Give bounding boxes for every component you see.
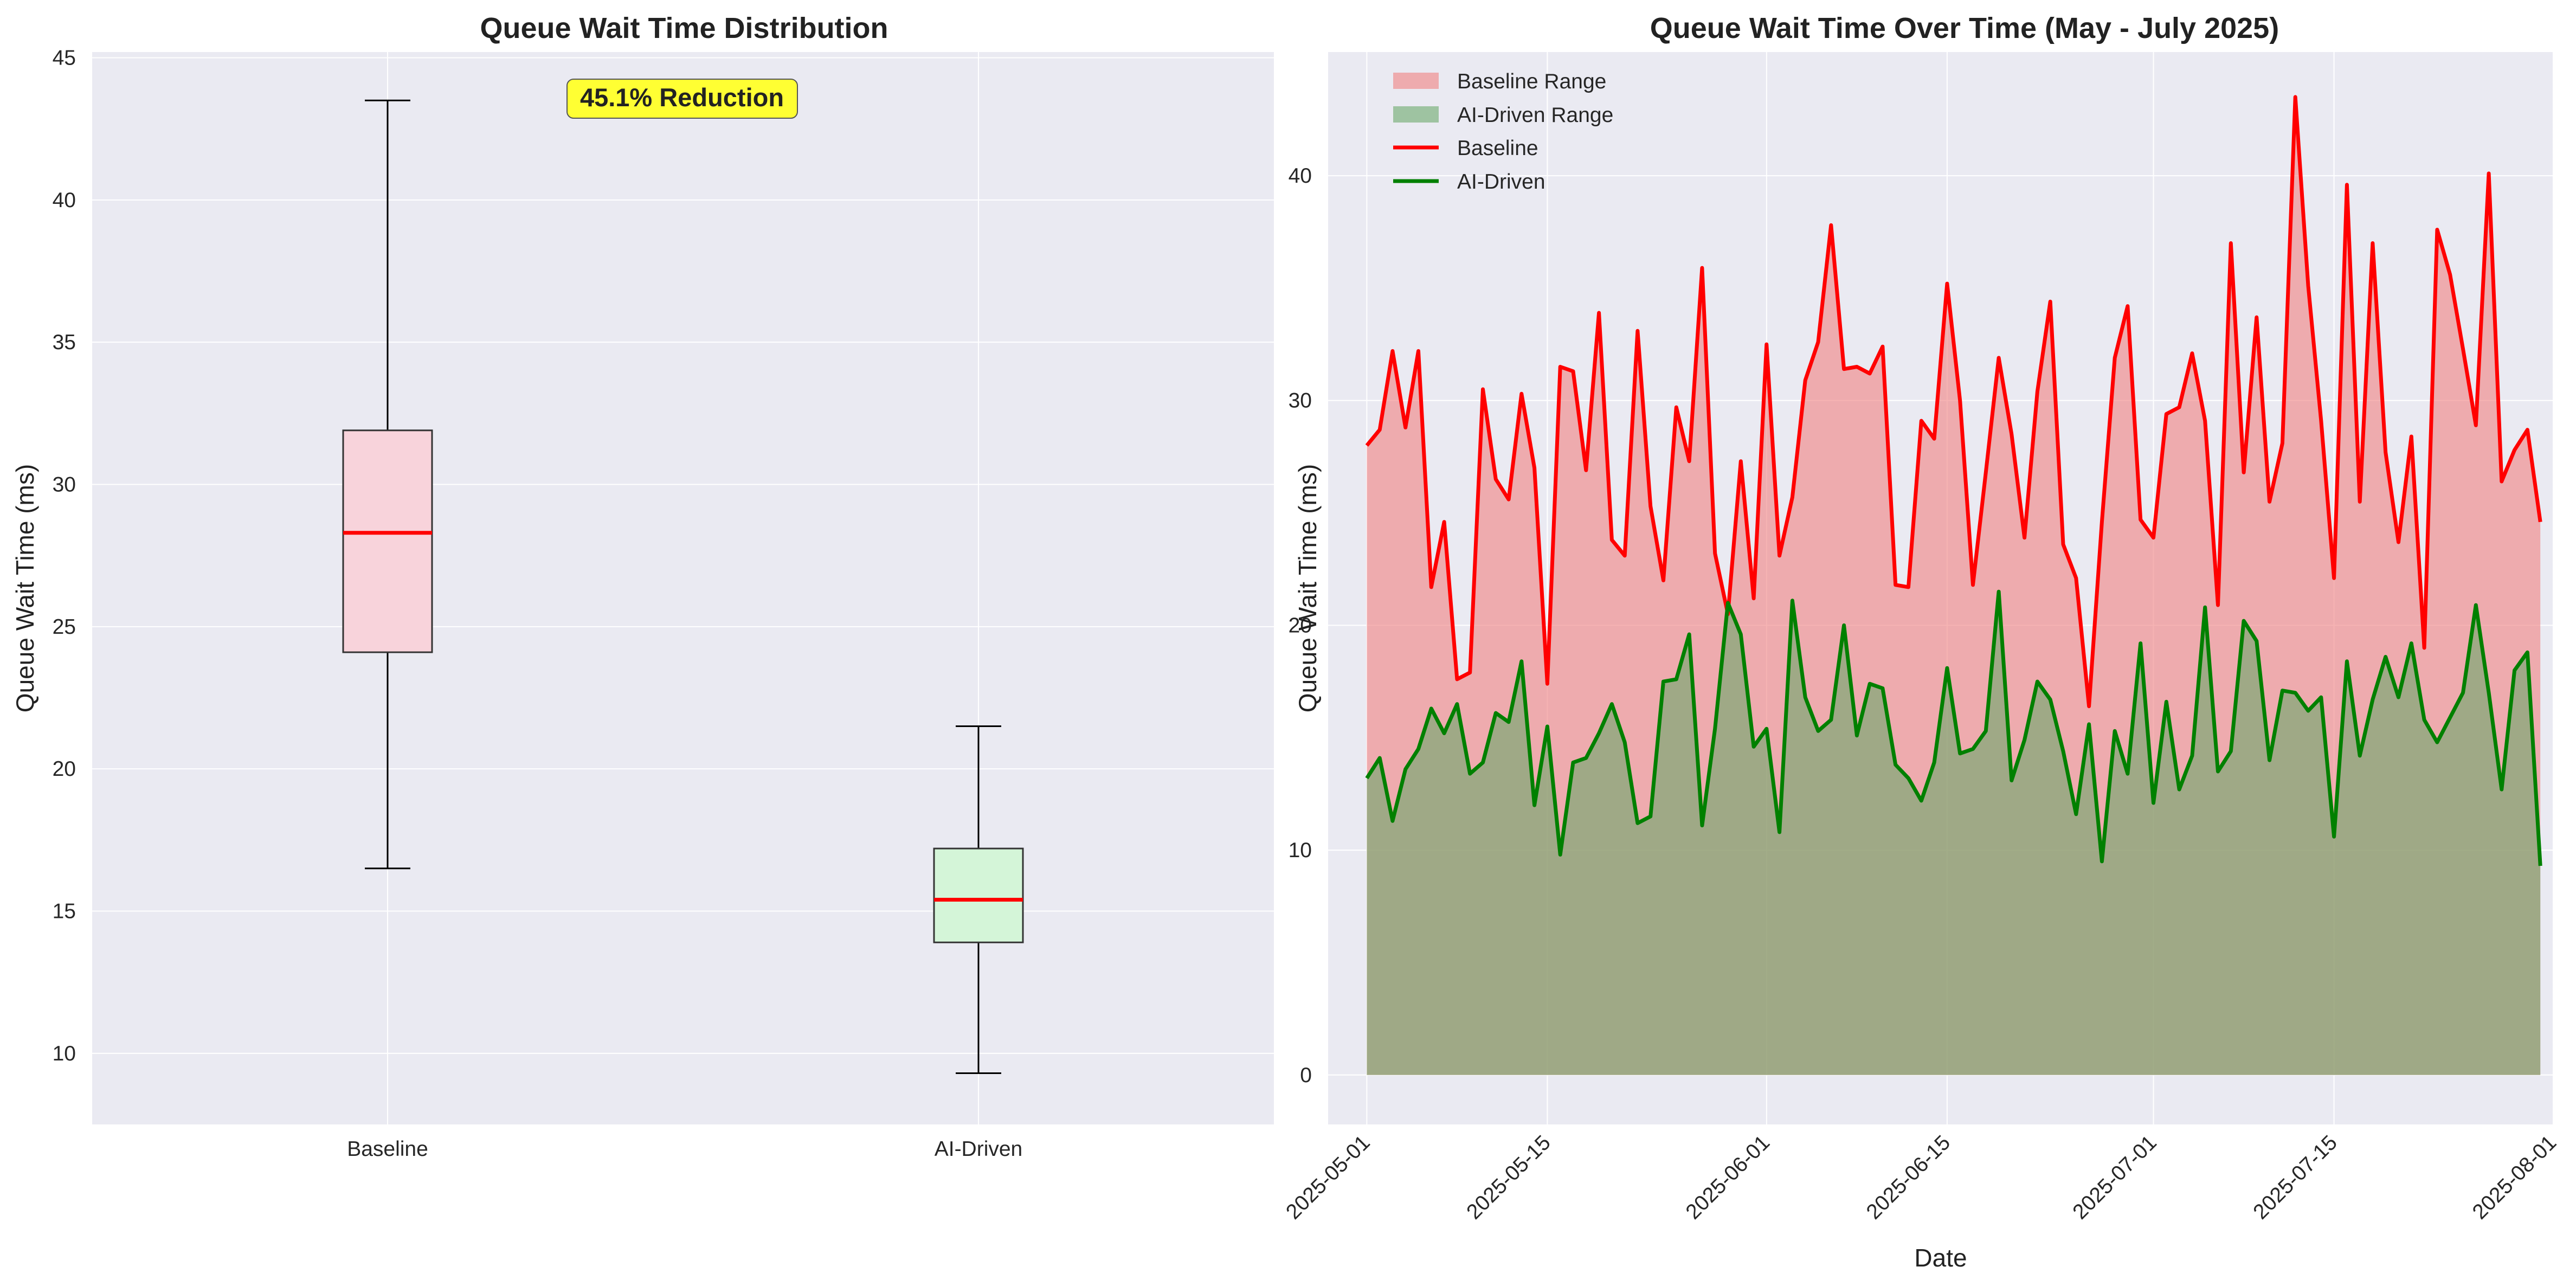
left-x-tick-label: AI-Driven xyxy=(935,1137,1023,1161)
right-y-tick-label: 10 xyxy=(1289,839,1312,862)
left-y-axis-label: Queue Wait Time (ms) xyxy=(11,464,39,712)
right-y-tick-label: 40 xyxy=(1289,164,1312,188)
right-x-tick-label: 2025-06-01 xyxy=(1682,1131,1774,1224)
right-x-ticks: 2025-05-01 2025-05-15 2025-06-01 2025-06-15… xyxy=(1281,1131,2561,1224)
left-y-tick-label: 10 xyxy=(53,1042,76,1065)
annotation-text: 45.1% Reduction xyxy=(580,83,784,112)
right-panel: Queue Wait Time Over Time (May - July 20… xyxy=(1281,12,2561,1272)
area-ai-driven-range xyxy=(1367,591,2541,1075)
left-y-tick-label: 20 xyxy=(53,757,76,781)
right-x-tick-label: 2025-07-01 xyxy=(2068,1131,2161,1224)
legend-swatch-baseline-range xyxy=(1393,73,1439,89)
left-panel: Queue Wait Time Distribution 10 15 20 25 30 3… xyxy=(11,12,1274,1161)
series-line-baseline xyxy=(1365,95,2542,709)
legend-swatch-ai-range xyxy=(1393,106,1439,123)
left-y-tick-label: 25 xyxy=(53,615,76,639)
left-y-tick-label: 35 xyxy=(53,331,76,354)
left-y-tick-label: 15 xyxy=(53,899,76,923)
box-iqr xyxy=(342,429,433,653)
right-x-tick-label: 2025-06-15 xyxy=(1862,1131,1955,1224)
right-lines xyxy=(1365,95,2542,866)
series-line-ai-driven xyxy=(1365,589,2542,866)
legend-label-baseline: Baseline xyxy=(1457,137,1538,160)
reduction-annotation: 45.1% Reduction xyxy=(566,79,798,119)
legend-label-ai-range: AI-Driven Range xyxy=(1457,104,1613,127)
legend-label-ai: AI-Driven xyxy=(1457,170,1545,194)
right-x-tick-label: 2025-05-15 xyxy=(1462,1131,1555,1224)
legend: Baseline Range AI-Driven Range Baseline … xyxy=(1393,70,1613,194)
right-x-tick-label: 2025-07-15 xyxy=(2249,1131,2341,1224)
right-y-tick-label: 20 xyxy=(1289,614,1312,637)
right-title: Queue Wait Time Over Time (May - July 20… xyxy=(1650,12,2279,44)
left-x-tick-label: Baseline xyxy=(347,1137,428,1161)
right-y-tick-label: 30 xyxy=(1289,389,1312,413)
left-x-ticks: Baseline AI-Driven xyxy=(347,1137,1022,1161)
left-title: Queue Wait Time Distribution xyxy=(480,12,888,44)
annotation-box xyxy=(566,79,798,119)
right-x-axis-label: Date xyxy=(1914,1244,1967,1272)
left-y-tick-label: 30 xyxy=(53,473,76,496)
right-y-ticks: 0 10 20 30 40 xyxy=(1289,164,1312,1087)
right-y-axis-label: Queue Wait Time (ms) xyxy=(1293,464,1322,712)
right-x-tick-label: 2025-08-01 xyxy=(2468,1131,2561,1224)
left-plot-area xyxy=(92,52,1274,1124)
left-y-tick-label: 40 xyxy=(53,189,76,212)
left-y-ticks: 10 15 20 25 30 35 40 45 xyxy=(53,46,76,1065)
right-y-tick-label: 0 xyxy=(1300,1064,1312,1087)
left-boxes xyxy=(342,99,1024,1075)
left-y-tick-label: 45 xyxy=(53,46,76,69)
legend-label-baseline-range: Baseline Range xyxy=(1457,70,1606,93)
right-areas xyxy=(1367,97,2541,1075)
box-iqr xyxy=(933,847,1024,943)
right-x-tick-label: 2025-05-01 xyxy=(1281,1131,1374,1224)
